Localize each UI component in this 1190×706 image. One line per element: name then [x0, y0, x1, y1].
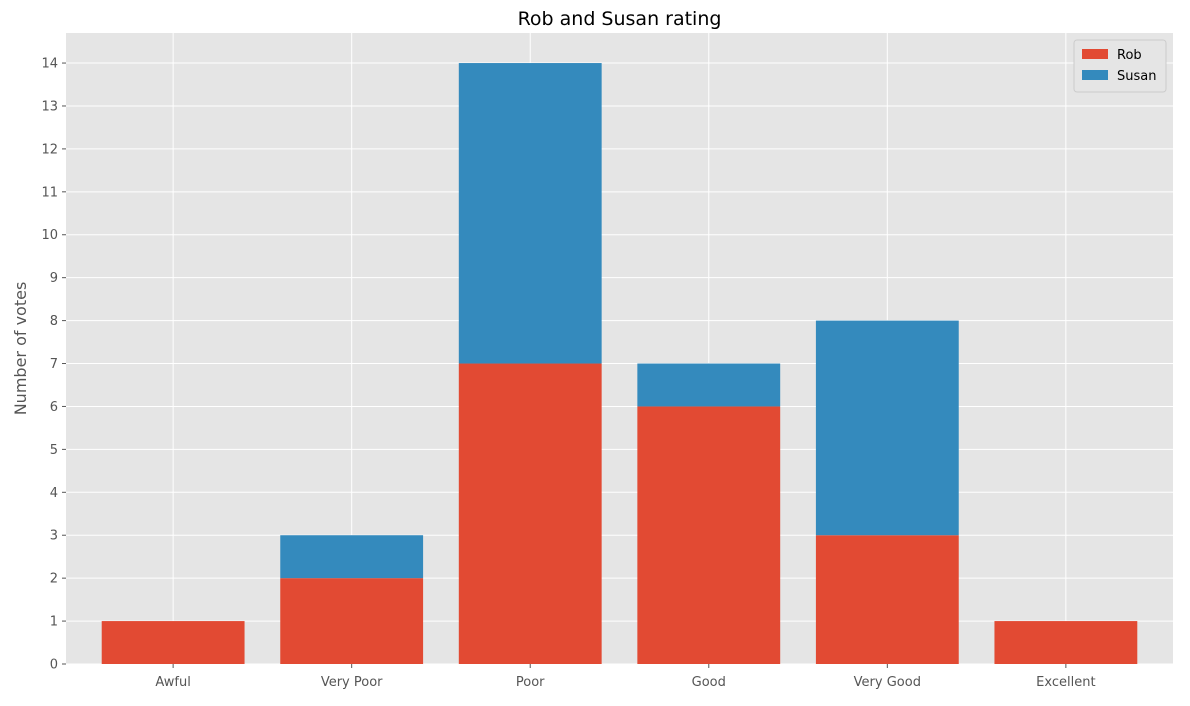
bar-rob-poor [458, 363, 602, 664]
y-tick-label-3: 3 [50, 529, 58, 544]
bar-rob-excellent [994, 621, 1138, 664]
bar-rob-awful [101, 621, 245, 664]
bar-susan-very-good [815, 320, 959, 536]
bar-rob-very-good [815, 535, 959, 664]
y-tick-label-14: 14 [41, 57, 58, 72]
bar-susan-good [637, 363, 781, 407]
x-tick-label-4: Very Good [854, 675, 921, 690]
y-tick-label-8: 8 [50, 314, 58, 329]
y-axis-label: Number of votes [11, 282, 30, 416]
bar-susan-poor [458, 63, 602, 364]
y-tick-label-7: 7 [50, 357, 58, 372]
x-tick-label-3: Good [692, 675, 726, 690]
x-tick-label-5: Excellent [1036, 675, 1095, 690]
y-tick-label-1: 1 [50, 615, 58, 630]
legend-swatch-rob [1082, 49, 1108, 59]
bar-rob-very-poor [280, 578, 424, 664]
chart-title: Rob and Susan rating [518, 8, 722, 30]
bars [101, 63, 1138, 664]
legend-label-susan: Susan [1117, 69, 1156, 84]
y-tick-label-2: 2 [50, 572, 58, 587]
y-tick-label-13: 13 [41, 99, 58, 114]
legend: Rob Susan [1073, 39, 1167, 93]
y-tick-label-5: 5 [50, 443, 58, 458]
x-tick-label-0: Awful [155, 675, 190, 690]
y-tick-label-12: 12 [41, 142, 58, 157]
y-tick-label-11: 11 [41, 185, 58, 200]
x-tick-label-1: Very Poor [321, 675, 383, 690]
y-tick-label-4: 4 [50, 486, 58, 501]
legend-label-rob: Rob [1117, 48, 1142, 63]
bar-rob-good [637, 406, 781, 664]
y-tick-label-9: 9 [50, 271, 58, 286]
x-axis-ticks: Awful Very Poor Poor Good Very Good Excellent [155, 664, 1096, 690]
y-tick-label-10: 10 [41, 228, 58, 243]
y-tick-label-6: 6 [50, 400, 58, 415]
legend-swatch-susan [1082, 70, 1108, 80]
y-tick-label-0: 0 [50, 658, 58, 673]
plot-background [66, 33, 1173, 664]
bar-susan-very-poor [280, 535, 424, 579]
x-tick-label-2: Poor [516, 675, 545, 690]
